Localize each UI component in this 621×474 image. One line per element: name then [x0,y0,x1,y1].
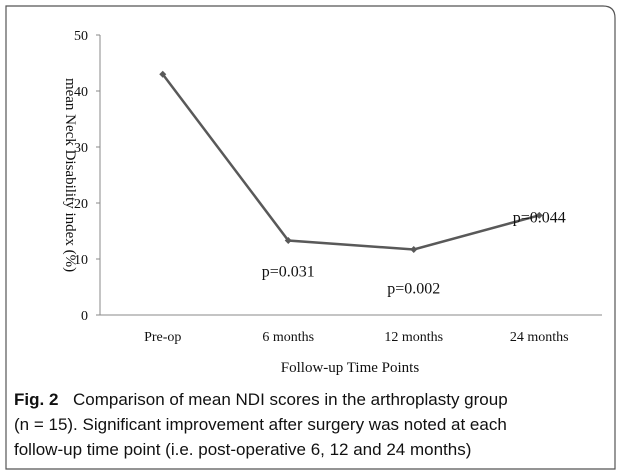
data-point [410,245,418,253]
annotation: p=0.044 [513,209,566,226]
y-axis-title: mean Neck Disability index (%) [62,78,78,272]
x-tick-label: 12 months [384,330,443,345]
y-tick-label: 20 [74,197,88,212]
y-tick-label: 10 [74,253,88,268]
x-axis-title: Follow-up Time Points [281,360,420,376]
x-tick-label: Pre-op [144,330,181,345]
data-point [159,70,167,78]
y-tick-label: 30 [74,141,88,156]
x-tick-label: 24 months [510,330,569,345]
y-tick-label: 40 [74,85,88,100]
x-tick-label: 6 months [262,330,314,345]
data-line [161,73,540,251]
caption-label: Fig. 2 [14,390,58,409]
y-tick-label: 0 [81,309,88,324]
caption-line: Comparison of mean NDI scores in the art… [73,390,508,409]
caption-line: (n = 15). Significant improvement after … [14,415,507,434]
annotation: p=0.002 [387,280,440,297]
figure-frame [5,5,616,470]
annotation: p=0.031 [262,264,315,281]
caption-line: follow-up time point (i.e. post-operativ… [14,440,471,459]
y-tick-label: 50 [74,29,88,44]
data-point [535,211,543,219]
data-point [284,237,292,245]
